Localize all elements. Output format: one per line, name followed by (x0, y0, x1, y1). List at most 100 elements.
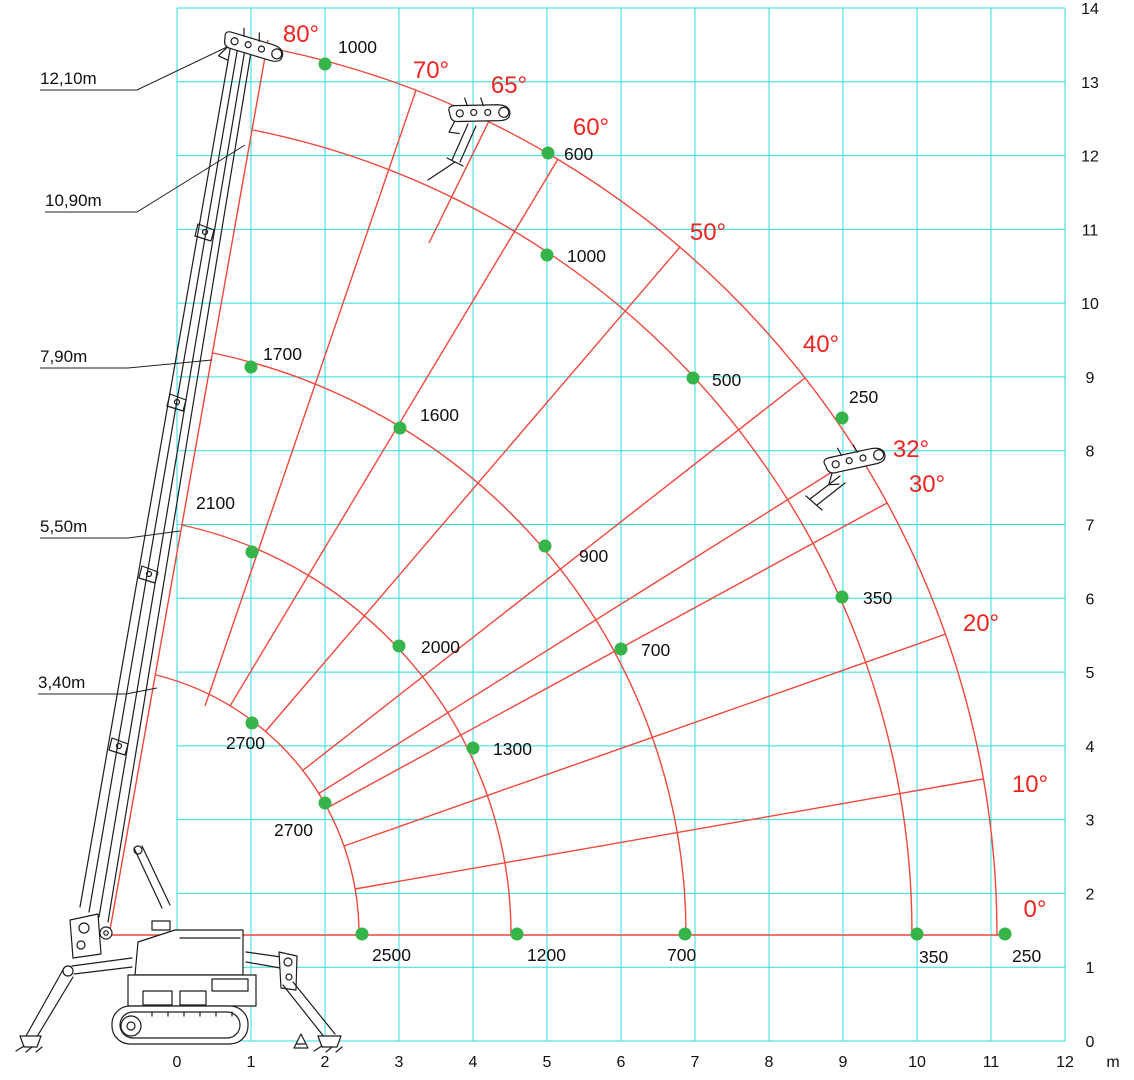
load-point (910, 927, 924, 941)
arc-12-10m (279, 49, 998, 936)
boom-label-3-40m: 3,40m (38, 673, 85, 692)
y-axis-label: 13 (1081, 75, 1099, 92)
boom-collar (166, 393, 187, 412)
load-value: 250 (849, 387, 878, 407)
boom-label-12-10m: 12,10m (40, 69, 97, 88)
boom-head-80deg (217, 27, 284, 62)
y-axis-label: 1 (1086, 960, 1095, 977)
outrigger-left (15, 957, 133, 1053)
angle-label-10: 10° (1012, 771, 1048, 798)
load-value: 2700 (226, 733, 265, 753)
y-axis-label: 9 (1086, 370, 1095, 387)
angle-labels: 80° 70° 65° 60° 50° 40° 32° 30° 20° 10° … (283, 21, 1048, 923)
crane-boom (79, 43, 252, 923)
y-axis-label: 11 (1082, 222, 1099, 239)
ray-40deg (301, 377, 806, 772)
load-value: 1300 (493, 739, 532, 759)
y-axis-label: 6 (1086, 591, 1095, 608)
boom-label-5-50m: 5,50m (40, 517, 87, 536)
y-axis-label: 10 (1081, 296, 1099, 313)
load-value: 1000 (338, 37, 377, 57)
load-value: 700 (641, 640, 670, 660)
y-axis-label: 0 (1086, 1034, 1095, 1051)
load-point (244, 360, 258, 374)
y-axis-label: 2 (1086, 886, 1095, 903)
load-point (318, 57, 332, 71)
ray-10deg (354, 778, 984, 890)
angle-label-0: 0° (1024, 896, 1047, 923)
load-value: 350 (863, 588, 892, 608)
boom-collar (138, 565, 159, 584)
grid-lines (176, 7, 1066, 1042)
crawler-track (111, 1005, 249, 1045)
arc-7-90m (212, 352, 687, 936)
arc-5-50m (181, 524, 512, 936)
ray-20deg (343, 633, 947, 847)
load-value: 250 (1012, 946, 1041, 966)
load-point (355, 927, 369, 941)
angle-label-80: 80° (283, 21, 319, 48)
load-value-labels: 1000 600 250 250 1000 500 350 350 1700 1… (196, 37, 1041, 967)
load-value: 900 (579, 546, 608, 566)
x-axis-unit: m (1106, 1054, 1119, 1071)
boom-head-32deg (823, 444, 886, 486)
load-point (538, 539, 552, 553)
boom-head-65deg (448, 97, 511, 135)
load-point (686, 371, 700, 385)
ray-60deg (229, 158, 559, 707)
y-axis-label: 3 (1086, 813, 1095, 830)
crane-base (15, 913, 343, 1053)
x-axis-label: 0 (173, 1054, 182, 1071)
boom-angle-rays (109, 39, 1000, 936)
y-axis-label: 7 (1086, 517, 1095, 534)
load-value: 350 (919, 947, 948, 967)
load-value: 600 (564, 144, 593, 164)
boom-collar (108, 737, 129, 756)
x-axis-label: 8 (765, 1054, 774, 1071)
ray-80deg (109, 39, 269, 931)
boom-pivot (99, 926, 113, 940)
ray-65deg (428, 120, 490, 244)
load-value: 2500 (372, 945, 411, 965)
load-value: 2700 (274, 820, 313, 840)
angle-label-40: 40° (803, 331, 839, 358)
y-axis-label: 5 (1086, 665, 1095, 682)
x-axis-label: 4 (469, 1054, 478, 1071)
load-point (245, 545, 259, 559)
hook-lines-65deg (427, 123, 477, 181)
crane-drawing (15, 27, 886, 1053)
ray-50deg (264, 246, 681, 733)
angle-label-30: 30° (909, 471, 945, 498)
x-axis-label: 7 (691, 1054, 700, 1071)
ray-32deg (317, 454, 860, 795)
boom-foot-plate (69, 913, 102, 959)
load-point (318, 796, 332, 810)
angle-label-65: 65° (491, 72, 527, 99)
x-axis-label: 1 (247, 1054, 256, 1071)
load-value: 1200 (527, 945, 566, 965)
x-axis-label: 5 (543, 1054, 552, 1071)
load-point (541, 146, 555, 160)
arc-10-90m (252, 129, 913, 936)
boom-collar (194, 223, 215, 242)
load-value: 2100 (196, 493, 235, 513)
hook-lines-32deg (805, 475, 846, 511)
load-point (540, 248, 554, 262)
boom-label-7-90m: 7,90m (40, 347, 87, 366)
load-point (998, 927, 1012, 941)
x-axis-label: 11 (983, 1054, 1000, 1071)
ray-70deg (204, 89, 417, 707)
x-axis-label: 12 (1056, 1054, 1074, 1071)
load-points (244, 57, 1012, 941)
load-value: 500 (712, 370, 741, 390)
outrigger-right (245, 951, 343, 1053)
boom-length-labels: 12,10m 10,90m 7,90m 5,50m 3,40m (38, 46, 246, 695)
x-axis-label: 10 (908, 1054, 926, 1071)
turret (134, 929, 244, 976)
load-point (466, 741, 480, 755)
load-point (835, 411, 849, 425)
load-point (678, 927, 692, 941)
